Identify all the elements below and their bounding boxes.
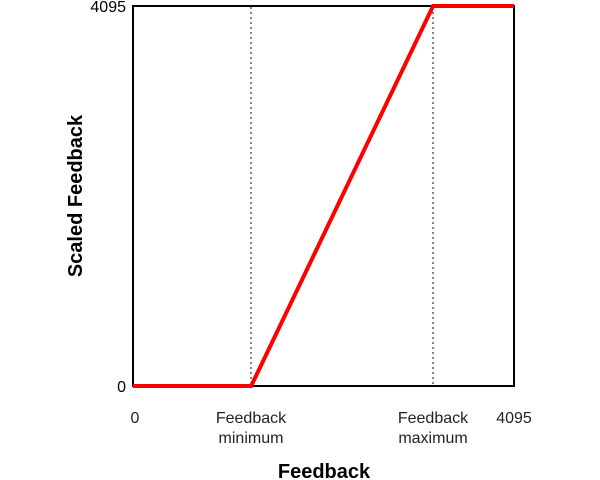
x-tick-min-line1: Feedback [216, 410, 287, 427]
x-tick-end: 4095 [496, 410, 532, 427]
y-tick-bottom: 0 [117, 379, 126, 396]
x-tick-max-line1: Feedback [398, 410, 469, 427]
x-tick-max-line2: maximum [398, 430, 467, 447]
x-tick-zero: 0 [131, 410, 140, 427]
x-tick-min-line2: minimum [219, 430, 284, 447]
y-axis-title: Scaled Feedback [65, 114, 87, 277]
plot-frame [132, 5, 515, 387]
scaled-feedback-line [133, 3, 514, 388]
x-axis-title: Feedback [278, 461, 371, 480]
y-tick-top: 4095 [90, 0, 126, 16]
